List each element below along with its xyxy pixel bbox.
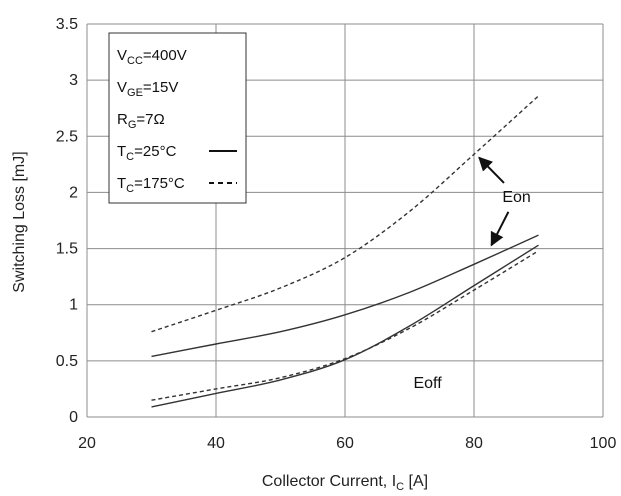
- legend-entry-2: RG=7Ω: [117, 111, 165, 131]
- annotations: Eon Eoff: [413, 156, 531, 392]
- series-line-2: [151, 244, 539, 408]
- y-tick-labels: 0 0.5 1 1.5 2 2.5 3 3.5: [56, 16, 78, 426]
- y-tick-label-2: 1: [69, 297, 78, 314]
- y-axis-title: Switching Loss [mJ]: [11, 151, 28, 292]
- y-tick-label-5: 2.5: [56, 128, 78, 145]
- x-tick-label-3: 80: [465, 435, 483, 452]
- legend: VCC=400V VGE=15V RG=7Ω TC=25°C TC=175°C: [108, 32, 247, 204]
- series-line-3: [151, 250, 539, 401]
- series-line-0: [151, 234, 539, 358]
- y-tick-label-4: 2: [69, 184, 78, 201]
- x-tick-labels: 20 40 60 80 100: [78, 435, 616, 452]
- x-tick-label-2: 60: [336, 435, 354, 452]
- series-line-1: [151, 95, 539, 333]
- x-tick-label-0: 20: [78, 435, 96, 452]
- y-tick-label-6: 3: [69, 72, 78, 89]
- y-tick-label-1: 0.5: [56, 353, 78, 370]
- y-tick-label-7: 3.5: [56, 16, 78, 33]
- legend-entry-0: VCC=400V: [117, 47, 187, 67]
- annotation-arrow-0-1: [490, 211, 510, 247]
- y-tick-label-0: 0: [69, 409, 78, 426]
- legend-entry-3: TC=25°C: [117, 143, 177, 163]
- annotation-label-0: Eon: [502, 189, 530, 206]
- x-tick-label-4: 100: [590, 435, 617, 452]
- legend-entry-4: TC=175°C: [117, 175, 185, 195]
- legend-entry-1: VGE=15V: [117, 79, 178, 99]
- annotation-arrow-0-0: [478, 156, 505, 184]
- series-group: [151, 95, 539, 408]
- y-tick-label-3: 1.5: [56, 241, 78, 258]
- x-axis-title: Collector Current, IC [A]: [262, 473, 428, 493]
- legend-box: [108, 32, 247, 204]
- x-tick-label-1: 40: [207, 435, 225, 452]
- annotation-label-1: Eoff: [413, 375, 442, 392]
